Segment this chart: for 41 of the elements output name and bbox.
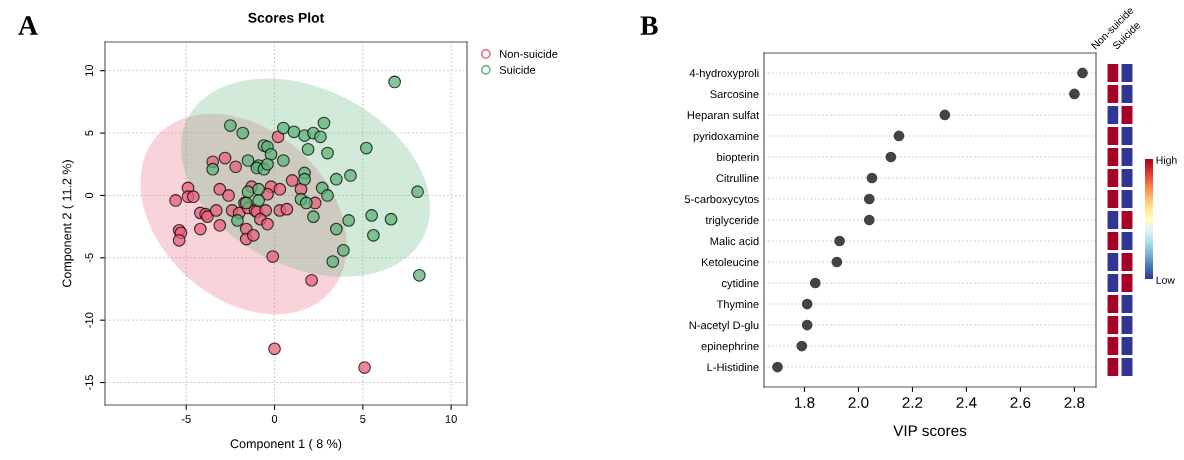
text: B: [640, 16, 658, 35]
x-tick-label: 2.4: [956, 397, 977, 408]
legend-label: Suicide: [499, 65, 536, 74]
x-tick-label: 1.8: [795, 397, 815, 408]
x-tick-label: 2.2: [902, 397, 923, 408]
y-tick-label: epinephrine: [701, 342, 759, 353]
y-tick-label: cytidine: [721, 278, 759, 290]
y-tick-label: -10: [85, 312, 94, 328]
y-tick-label: triglyceride: [705, 215, 759, 227]
y-tick-label: -15: [85, 374, 94, 391]
y-tick-label: Heparan sulfat: [687, 110, 760, 122]
y-tick-label: L-Histidine: [707, 363, 759, 372]
y-tick-label: 10: [85, 64, 94, 77]
x-tick-label: 2.8: [1064, 397, 1085, 408]
y-tick-label: Malic acid: [710, 236, 759, 246]
x-tick-label: 5: [360, 415, 366, 423]
x-tick-label: 2.0: [848, 397, 869, 408]
y-tick-label: Sarcosine: [710, 89, 759, 99]
chart-title: Scores Plot: [248, 12, 325, 23]
y-tick-label: Citrulline: [716, 173, 759, 183]
x-tick-label: 0: [271, 415, 278, 423]
y-tick-label: 5-carboxycytos: [684, 194, 759, 206]
x-tick-label: 10: [445, 415, 457, 423]
legend-label: Non-suicide: [500, 49, 558, 58]
y-tick-label: 0: [85, 192, 94, 199]
x-tick-label: -5: [181, 415, 191, 423]
y-axis-title: Component 2 ( 11.2 %): [62, 160, 74, 288]
y-tick-label: pyridoxamine: [693, 131, 759, 143]
x-axis-title: VIP scores: [893, 425, 967, 437]
y-tick-label: 4-hydroxyproli: [689, 68, 759, 80]
text: A: [18, 16, 38, 35]
color-bar-label: Low: [1156, 276, 1175, 284]
y-tick-label: biopterin: [717, 152, 759, 164]
y-tick-label: -5: [85, 253, 94, 263]
x-tick-label: 2.6: [1010, 397, 1031, 408]
y-tick-label: Ketoleucine: [701, 257, 759, 267]
y-tick-label: N-acetyl D-glu: [689, 321, 759, 332]
x-axis-title: Component 1 ( 8 %): [230, 438, 342, 451]
y-tick-label: 5: [85, 130, 94, 136]
y-tick-label: Thymine: [716, 300, 759, 311]
color-bar-label: High: [1156, 156, 1177, 166]
